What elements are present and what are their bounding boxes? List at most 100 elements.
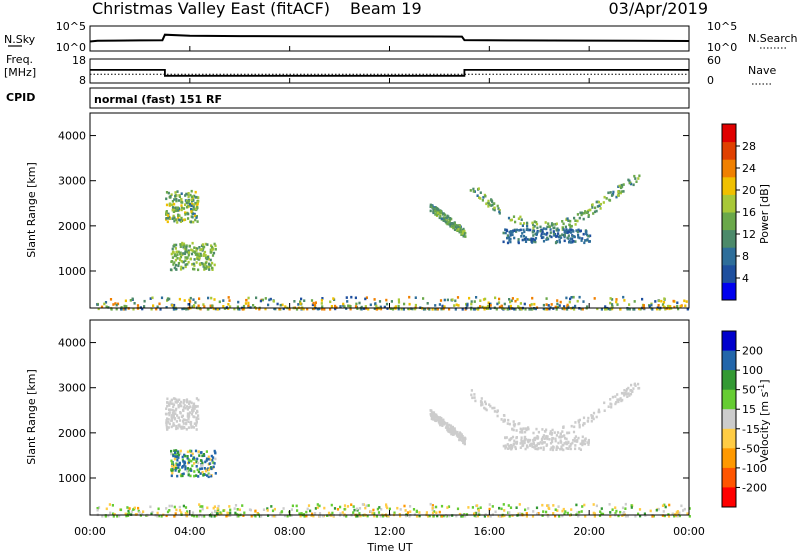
scatter-point xyxy=(557,235,561,239)
scatter-point xyxy=(167,191,170,195)
scatter-point xyxy=(203,245,206,249)
scatter-point xyxy=(174,464,177,467)
scatter-point xyxy=(182,460,185,463)
scatter-point xyxy=(172,215,175,218)
scatter-point xyxy=(295,308,299,311)
scatter-point xyxy=(217,504,220,508)
scatter-point xyxy=(554,305,557,309)
scatter-point xyxy=(521,232,524,235)
scatter-point xyxy=(179,245,182,248)
scatter-point xyxy=(386,506,389,510)
scatter-point xyxy=(120,308,123,311)
scatter-point xyxy=(472,187,475,191)
scatter-point xyxy=(583,211,586,215)
scatter-point xyxy=(209,304,212,308)
scatter-point xyxy=(582,439,585,443)
scatter-point xyxy=(345,296,348,299)
scatter-point xyxy=(222,299,225,302)
scatter-point xyxy=(273,507,276,511)
scatter-point xyxy=(431,412,434,416)
scatter-point xyxy=(207,257,210,261)
scatter-point xyxy=(607,191,610,195)
scatter-point xyxy=(554,223,557,226)
scatter-point xyxy=(184,511,187,515)
scatter-point xyxy=(610,405,613,409)
scatter-point xyxy=(589,234,592,238)
scatter-point xyxy=(170,469,173,473)
scatter-point xyxy=(630,504,633,507)
scatter-point xyxy=(523,441,526,445)
scatter-point xyxy=(464,231,467,235)
scatter-point xyxy=(189,449,192,453)
scatter-point xyxy=(186,408,189,411)
scatter-point xyxy=(639,514,642,518)
scatter-point xyxy=(618,184,621,188)
scatter-point xyxy=(172,422,175,425)
scatter-point xyxy=(545,297,548,300)
scatter-point xyxy=(439,423,442,427)
scatter-point xyxy=(563,512,566,516)
scatter-point xyxy=(488,503,491,506)
scatter-point xyxy=(343,508,346,511)
scatter-point xyxy=(339,512,342,515)
colorbar-segment xyxy=(722,331,736,352)
scatter-point xyxy=(560,236,563,239)
scatter-point xyxy=(187,201,190,205)
scatter-point xyxy=(586,419,589,423)
scatter-point xyxy=(367,307,370,311)
scatter-point xyxy=(573,216,576,220)
scatter-point xyxy=(497,207,500,210)
scatter-point xyxy=(493,206,496,210)
scatter-point xyxy=(601,512,605,516)
scatter-point xyxy=(531,296,534,300)
colorbar-segment xyxy=(722,247,736,266)
scatter-point xyxy=(524,508,527,512)
scatter-point xyxy=(331,511,334,515)
scatter-point xyxy=(165,306,168,309)
scatter-point xyxy=(343,305,346,308)
scatter-point xyxy=(187,195,190,198)
scatter-point xyxy=(367,504,370,507)
scatter-point xyxy=(533,238,536,242)
scatter-point xyxy=(373,298,376,301)
scatter-point xyxy=(182,242,186,246)
scatter-point xyxy=(509,506,513,509)
scatter-point xyxy=(494,510,497,514)
scatter-point xyxy=(534,240,537,244)
scatter-point xyxy=(166,510,170,514)
scatter-point xyxy=(633,382,636,386)
scatter-point xyxy=(510,299,513,303)
scatter-point xyxy=(173,515,176,518)
scatter-point xyxy=(385,298,388,302)
scatter-point xyxy=(479,191,482,194)
scatter-point xyxy=(271,509,275,513)
scatter-point xyxy=(201,471,204,474)
scatter-point xyxy=(513,307,516,311)
scatter-point xyxy=(183,399,186,403)
scatter-point xyxy=(179,243,182,246)
scatter-point xyxy=(507,216,511,220)
scatter-point xyxy=(190,248,193,252)
scatter-point xyxy=(519,222,522,225)
scatter-point xyxy=(507,504,510,507)
scatter-point xyxy=(542,239,546,243)
scatter-point xyxy=(562,222,565,226)
scatter-point xyxy=(547,222,550,225)
scatter-point xyxy=(517,305,520,308)
power-ylabel: Slant Range [km] xyxy=(25,162,38,258)
scatter-point xyxy=(582,423,585,427)
scatter-point xyxy=(173,449,176,452)
scatter-point xyxy=(167,212,170,216)
scatter-point xyxy=(234,504,238,507)
scatter-point xyxy=(204,469,208,473)
scatter-point xyxy=(432,210,435,214)
scatter-point xyxy=(526,224,529,228)
scatter-point xyxy=(591,206,594,209)
scatter-point xyxy=(237,514,240,518)
scatter-point xyxy=(179,252,182,256)
scatter-point xyxy=(673,305,676,309)
scatter-point xyxy=(581,443,584,447)
scatter-point xyxy=(174,397,177,401)
scatter-point xyxy=(543,437,546,440)
